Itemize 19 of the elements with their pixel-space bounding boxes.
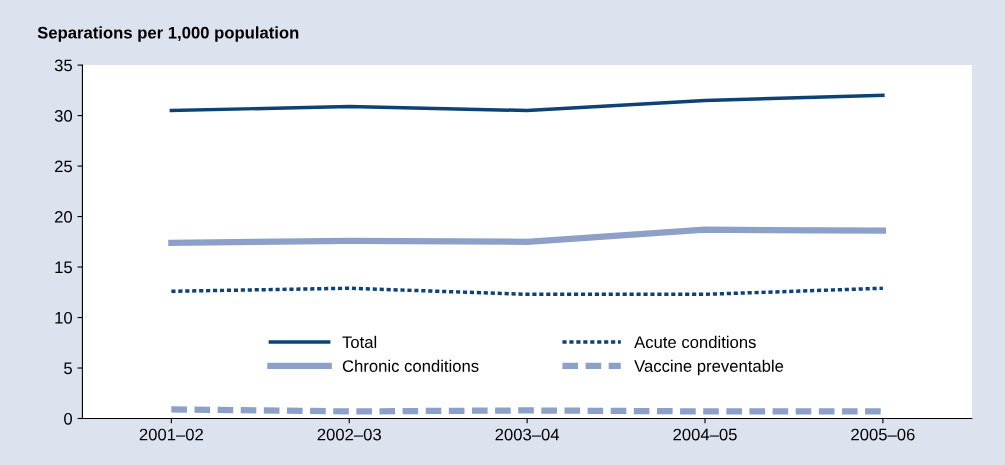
y-tick-label: 35 bbox=[54, 59, 72, 72]
x-tick-label: 2005–06 bbox=[851, 428, 915, 441]
legend-label: Chronic conditions bbox=[342, 359, 479, 372]
legend-label: Total bbox=[342, 335, 377, 349]
x-tick-label: 2002–03 bbox=[317, 428, 381, 441]
legend-label: Vaccine preventable bbox=[634, 359, 784, 376]
x-tick-label: 2001–02 bbox=[139, 428, 203, 441]
y-tick-label: 10 bbox=[55, 311, 73, 324]
x-tick-label: 2004–05 bbox=[673, 428, 737, 441]
x-tick-label: 2003–04 bbox=[495, 428, 560, 441]
y-tick-label: 20 bbox=[54, 210, 73, 223]
y-tick-label: 0 bbox=[64, 412, 73, 425]
y-axis-title: Separations per 1,000 population bbox=[37, 26, 299, 42]
legend-label: Acute conditions bbox=[634, 335, 756, 349]
y-tick-label: 30 bbox=[54, 109, 73, 122]
y-tick-label: 15 bbox=[55, 261, 72, 274]
y-tick-label: 5 bbox=[64, 362, 72, 375]
y-tick-label: 25 bbox=[54, 160, 72, 173]
line-series bbox=[169, 93, 885, 113]
